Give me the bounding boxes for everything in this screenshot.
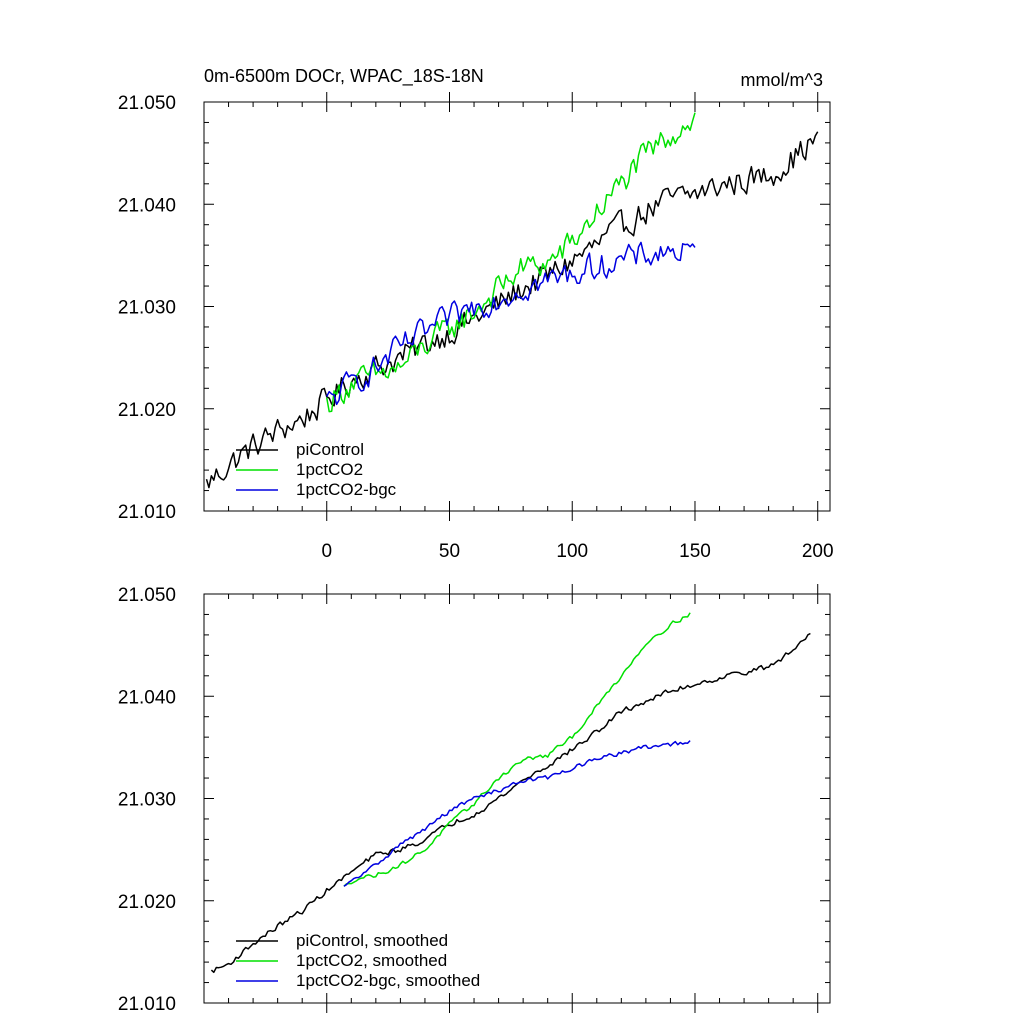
series-line [343,740,691,887]
series-line [205,131,819,489]
series-line [326,241,696,406]
y-tick-labels: 21.010 21.020 21.030 21.040 21.050 [118,585,176,1015]
y-tick-labels: 21.010 21.020 21.030 21.040 21.050 [118,93,176,523]
series-line [343,612,691,887]
axis-ticks [204,584,830,1013]
x-tick-label: 0 [321,541,332,562]
y-tick-label: 21.020 [118,892,176,913]
y-tick-label: 21.010 [118,994,176,1015]
x-tick-label: 200 [802,541,834,562]
bottom-panel: 21.010 21.020 21.030 21.040 21.050 piControl… [118,584,831,1015]
y-tick-label: 21.040 [118,687,176,708]
y-tick-label: 21.020 [118,400,176,421]
chart-title: 0m-6500m DOCr, WPAC_18S-18N [204,66,484,87]
units-label: mmol/m^3 [741,70,823,90]
y-tick-label: 21.040 [118,195,176,216]
legend-label: 1pctCO2, smoothed [296,951,447,970]
legend-label: piControl, smoothed [296,931,448,950]
y-tick-label: 21.050 [118,93,176,114]
series-lines [205,112,819,489]
series-line [325,112,696,413]
series-line [210,632,811,974]
legend-label: 1pctCO2 [296,460,363,479]
axis-ticks [204,92,830,521]
legend-label: 1pctCO2-bgc [296,480,397,499]
y-tick-label: 21.030 [118,298,176,319]
series-lines [210,612,811,974]
y-tick-label: 21.010 [118,502,176,523]
x-tick-label: 100 [556,541,588,562]
legend-label: 1pctCO2-bgc, smoothed [296,971,480,990]
x-tick-label: 150 [679,541,711,562]
top-panel: 0m-6500m DOCr, WPAC_18S-18N mmol/m^3 21.… [118,66,834,562]
y-tick-label: 21.050 [118,585,176,606]
y-tick-label: 21.030 [118,790,176,811]
x-tick-labels: 0 50 100 150 200 [321,541,833,562]
legend-label: piControl [296,440,364,459]
x-tick-label: 50 [439,541,460,562]
